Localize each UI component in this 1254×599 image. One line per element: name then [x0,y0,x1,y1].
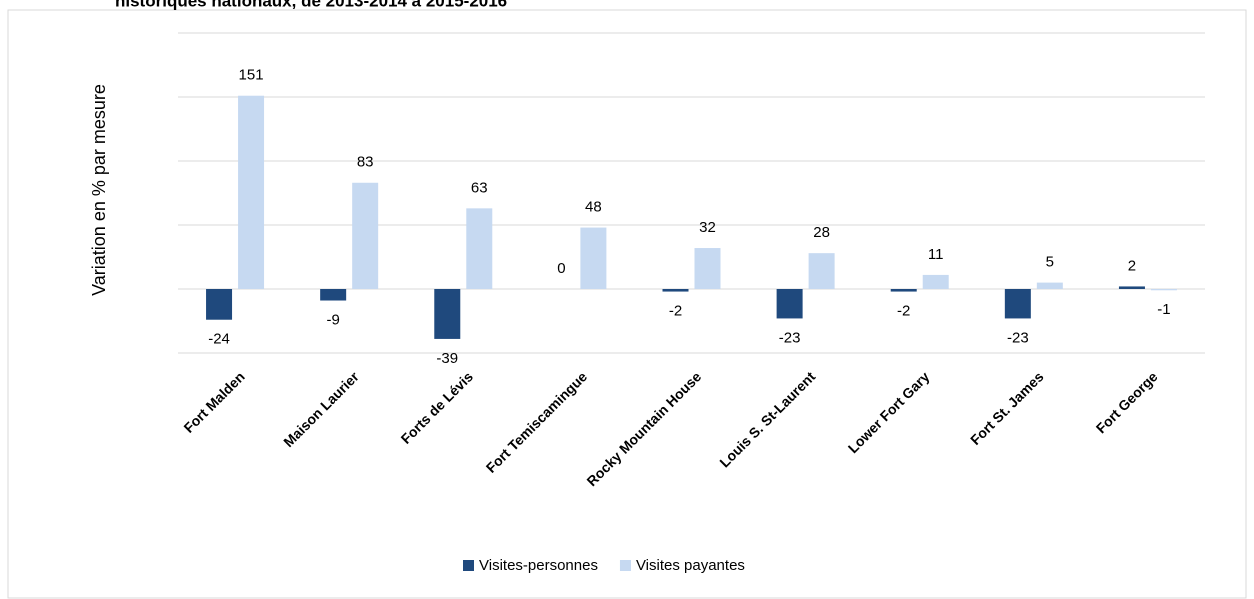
data-label: 28 [813,224,830,241]
bar [1150,289,1177,291]
chart-frame [7,9,1247,599]
x-tick-label: Fort Malden [180,368,247,435]
x-tick-label: Fort Temiscamingue [483,368,591,476]
bar [206,289,233,320]
bar [352,182,379,289]
bar [1118,286,1145,289]
data-label: -23 [779,329,801,346]
data-label: -1 [1157,301,1170,318]
bar [320,289,347,301]
data-label: 0 [557,260,565,277]
data-label: 2 [1128,257,1136,274]
data-label: 48 [585,199,602,216]
legend-swatch [463,560,474,571]
bar [580,227,607,289]
bar [1036,282,1063,289]
x-tick-label: Maison Laurier [280,368,362,450]
x-tick-label: Rocky Mountain House [583,368,704,489]
data-label: 32 [699,219,716,236]
x-tick-label: Fort George [1093,368,1161,436]
data-label: -9 [326,311,339,328]
data-label: 11 [928,246,944,263]
x-tick-label: Lower Fort Gary [845,368,933,456]
legend-swatch [619,560,631,571]
data-label: 83 [357,154,374,171]
data-label: 151 [239,67,264,84]
bar [922,274,949,289]
legend-label: Visites-personnes [479,557,598,574]
bar [466,208,493,289]
x-tick-label: Fort St. James [967,368,1047,448]
bar [890,289,917,292]
data-label: -24 [208,331,230,348]
bar [434,289,461,339]
data-label: -39 [436,350,458,367]
bar [694,248,721,289]
data-label: -23 [1007,329,1029,346]
x-tick-label: Louis S. St-Laurent [716,368,818,470]
legend-label: Visites payantes [636,557,745,574]
x-tick-label: Forts de Lévis [398,368,477,447]
bar [1004,289,1031,319]
bar [808,253,835,289]
bar [776,289,803,319]
y-axis-label: Variation en % par mesure [89,84,109,296]
bar [662,289,689,292]
data-label: 63 [471,179,488,196]
bar [238,95,265,289]
chart-title: historiques nationaux, de 2013-2014 à 20… [115,0,507,10]
data-label: -2 [669,303,682,320]
data-label: 5 [1046,254,1054,271]
data-label: -2 [897,303,910,320]
